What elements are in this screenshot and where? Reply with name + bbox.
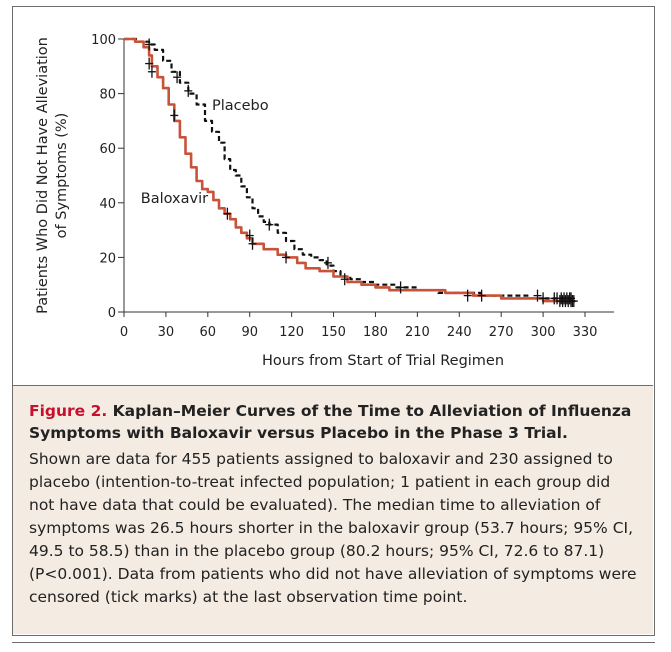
x-tick-label: 60 bbox=[200, 325, 217, 340]
caption-title-text: Kaplan–Meier Curves of the Time to Allev… bbox=[29, 402, 632, 442]
kaplan-meier-chart: 0 20 40 60 80 100 0 30 60 90 120 150 180 210 240 270 300… bbox=[35, 33, 614, 369]
y-tick-label: 100 bbox=[91, 33, 116, 48]
annotation-baloxavir: Baloxavir bbox=[141, 191, 208, 207]
y-axis-title-line1: Patients Who Did Not Have Alleviation bbox=[35, 37, 51, 314]
x-tick-label: 240 bbox=[447, 325, 472, 340]
x-tick-label: 180 bbox=[363, 325, 388, 340]
caption-body: Shown are data for 455 patients assigned… bbox=[29, 450, 637, 606]
x-tick-label: 270 bbox=[489, 325, 514, 340]
x-tick-label: 90 bbox=[241, 325, 258, 340]
x-tick-label: 330 bbox=[573, 325, 598, 340]
x-tick-label: 30 bbox=[158, 325, 175, 340]
x-axis-title: Hours from Start of Trial Regimen bbox=[262, 353, 504, 369]
x-tick-label: 150 bbox=[321, 325, 346, 340]
x-tick-label: 210 bbox=[405, 325, 430, 340]
y-tick-label: 80 bbox=[99, 88, 116, 103]
series-line-baloxavir bbox=[124, 37, 574, 303]
censor-ticks bbox=[145, 38, 578, 308]
figure-caption: Figure 2. Kaplan–Meier Curves of the Tim… bbox=[13, 385, 653, 634]
survival-curves bbox=[124, 37, 576, 303]
chart-labels: Hours from Start of Trial Regimen Patient… bbox=[35, 37, 504, 369]
figure-label: Figure 2. bbox=[29, 402, 108, 420]
y-tick-label: 20 bbox=[99, 251, 116, 266]
bottom-rule bbox=[12, 642, 655, 643]
caption-title: Figure 2. Kaplan–Meier Curves of the Tim… bbox=[29, 400, 637, 444]
x-tick-label: 120 bbox=[279, 325, 304, 340]
y-tick-label: 60 bbox=[99, 142, 116, 157]
x-tick-label: 0 bbox=[120, 325, 128, 340]
y-tick-label: 40 bbox=[99, 197, 116, 212]
annotation-placebo: Placebo bbox=[212, 98, 269, 114]
x-tick-label: 300 bbox=[531, 325, 556, 340]
series-line-placebo bbox=[124, 37, 576, 303]
y-tick-label: 0 bbox=[108, 306, 116, 321]
y-axis-title-line2: of Symptoms (%) bbox=[54, 113, 70, 239]
axes: 0 20 40 60 80 100 0 30 60 90 120 150 180 210 240 270 300… bbox=[91, 33, 614, 340]
figure-frame: 0 20 40 60 80 100 0 30 60 90 120 150 180 210 240 270 300… bbox=[12, 6, 655, 636]
